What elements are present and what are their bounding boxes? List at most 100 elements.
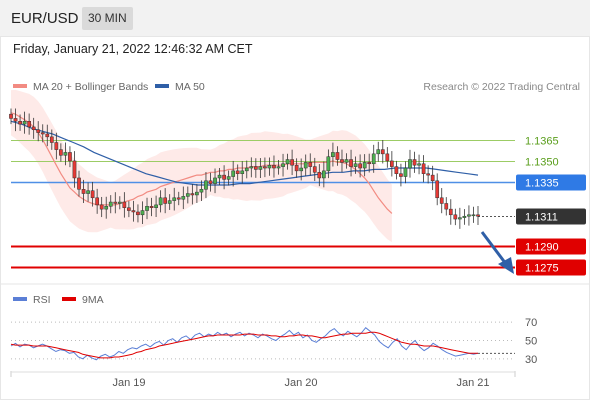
candle-body (253, 166, 258, 170)
candle (36, 121, 41, 142)
candle (127, 201, 131, 218)
candle-body (108, 201, 113, 207)
candle (13, 108, 18, 132)
candle (181, 186, 186, 210)
candle (63, 142, 68, 166)
candle-body (72, 160, 77, 179)
candle-body (195, 191, 199, 196)
candle-body (476, 214, 480, 217)
candle (231, 160, 236, 187)
candle-body (458, 217, 462, 220)
candle (176, 191, 181, 206)
candle (172, 187, 177, 211)
candle-body (181, 196, 186, 200)
candle (462, 209, 467, 225)
candle-body (362, 162, 367, 169)
candle-body (258, 166, 263, 170)
candle (385, 147, 390, 168)
candle-body (421, 163, 426, 174)
candle-body (321, 170, 326, 179)
candle (435, 173, 440, 206)
candle (95, 188, 99, 214)
candle-body (131, 210, 136, 213)
candle-body (213, 177, 217, 184)
ma20-legend-label: MA 20 + Bollinger Bands (33, 81, 148, 93)
candle-body (394, 166, 399, 174)
candle (439, 188, 444, 214)
level-support-label: 1.1275 (525, 263, 559, 275)
candle (453, 208, 458, 226)
candle (253, 158, 258, 178)
candle-body (86, 190, 90, 194)
candle (40, 124, 45, 143)
candle (476, 205, 480, 226)
candle-body (471, 214, 476, 217)
candle (349, 149, 353, 177)
candle-body (217, 174, 222, 179)
candle-body (435, 180, 440, 199)
datetime-label: Friday, January 21, 2022 12:46:32 AM CET (13, 42, 253, 56)
candle-body (249, 166, 254, 169)
candle (136, 204, 140, 223)
candle (240, 161, 245, 184)
candle (408, 149, 412, 178)
candle-body (154, 204, 158, 208)
candle-body (81, 189, 86, 194)
candle-body (199, 189, 204, 193)
candle-body (331, 152, 335, 157)
candle (117, 196, 122, 210)
candle-body (467, 214, 471, 217)
candle (18, 114, 22, 131)
candle (308, 153, 313, 176)
candle-body (285, 159, 290, 165)
candle-body (18, 121, 22, 125)
candle (448, 199, 453, 225)
candle-body (385, 153, 390, 162)
chart-header: EUR/USD 30 MIN (0, 0, 590, 36)
candle (45, 124, 50, 147)
candle (444, 197, 449, 216)
candle-body (299, 167, 304, 172)
symbol-label: EUR/USD (11, 10, 79, 27)
candle-body (231, 170, 236, 177)
candle-body (439, 197, 444, 204)
rsi-ma-legend-swatch (62, 297, 76, 301)
candle-body (371, 153, 376, 165)
level-current-badge (516, 208, 586, 225)
candle-body (235, 170, 240, 174)
candle-body (335, 152, 340, 160)
candle-body (417, 163, 421, 166)
candle-body (36, 129, 41, 133)
rsi-panel: 70 50 30 (10, 317, 537, 366)
candle (312, 157, 317, 182)
candle-body (90, 190, 95, 199)
candle-body (281, 163, 285, 167)
candle (90, 181, 95, 207)
copyright-label: Research © 2022 Trading Central (423, 81, 580, 93)
candle-body (448, 208, 453, 216)
candle (353, 156, 358, 174)
rsi-tick-label: 70 (525, 317, 537, 329)
bollinger-band-area (11, 89, 392, 243)
candle (163, 188, 168, 214)
candle (235, 164, 240, 181)
candle (399, 163, 403, 187)
candle (145, 197, 149, 220)
candle (430, 165, 435, 191)
candle-body (226, 176, 231, 180)
candle-body (276, 166, 281, 169)
candle (317, 164, 322, 187)
candle-body (263, 166, 267, 169)
candle (108, 195, 113, 214)
candle-body (149, 206, 154, 208)
timeframe-badge[interactable]: 30 MIN (82, 7, 133, 30)
level-current-label: 1.1311 (525, 212, 558, 224)
candle (276, 159, 281, 175)
forecast-arrow (480, 231, 514, 274)
candle-body (59, 149, 63, 156)
rsi-tick-label: 50 (525, 336, 537, 348)
candle-body (222, 174, 226, 180)
candle (303, 154, 308, 176)
candle-body (27, 121, 31, 128)
candle (195, 184, 199, 203)
